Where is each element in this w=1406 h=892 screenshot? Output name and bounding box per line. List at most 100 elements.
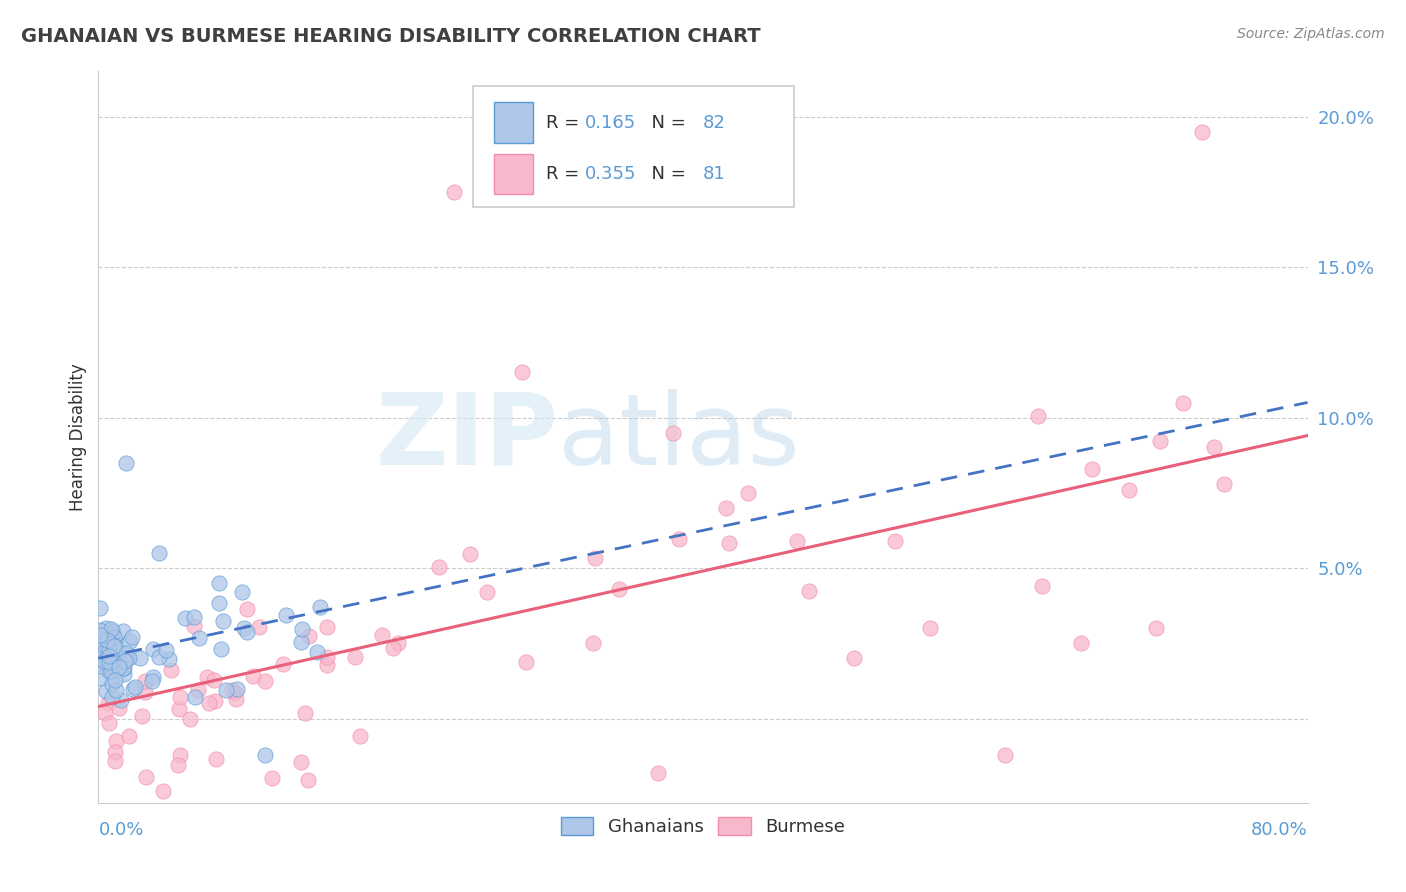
- Point: [714, 501, 737, 516]
- Point: [114, 661, 136, 675]
- Point: [94, 658, 117, 673]
- Point: [1144, 621, 1167, 635]
- Point: [204, 694, 226, 708]
- Point: [233, 621, 256, 635]
- Point: [344, 650, 367, 665]
- Point: [89, 601, 111, 615]
- Point: [253, 674, 276, 689]
- Point: [202, 673, 225, 688]
- Text: 82: 82: [703, 113, 725, 131]
- Point: [93, 647, 115, 661]
- Point: [111, 624, 134, 639]
- Point: [475, 584, 498, 599]
- Point: [89, 623, 111, 637]
- Point: [883, 534, 905, 549]
- Point: [115, 651, 138, 665]
- Point: [104, 632, 127, 646]
- Point: [242, 669, 264, 683]
- Point: [131, 708, 153, 723]
- Point: [121, 682, 143, 697]
- Point: [381, 640, 404, 655]
- Point: [183, 690, 205, 705]
- Point: [90, 635, 112, 649]
- Point: [104, 683, 127, 698]
- Point: [104, 642, 127, 657]
- Point: [101, 657, 124, 671]
- Point: [668, 532, 690, 546]
- Text: 0.355: 0.355: [585, 165, 636, 183]
- Point: [97, 697, 120, 711]
- Point: [291, 622, 314, 636]
- Text: N =: N =: [640, 165, 692, 183]
- Point: [105, 734, 128, 748]
- Point: [1213, 477, 1236, 491]
- Point: [274, 608, 297, 623]
- Point: [89, 652, 111, 666]
- Point: [98, 648, 121, 663]
- Point: [188, 631, 211, 645]
- Point: [298, 629, 321, 643]
- Point: [103, 630, 125, 644]
- Point: [89, 650, 111, 665]
- Point: [235, 602, 257, 616]
- Point: [100, 664, 122, 678]
- Text: 0.0%: 0.0%: [98, 821, 143, 838]
- Point: [717, 536, 740, 550]
- Point: [208, 576, 231, 591]
- Point: [231, 585, 253, 599]
- Point: [371, 628, 394, 642]
- Point: [118, 650, 141, 665]
- Point: [169, 747, 191, 762]
- Point: [97, 715, 120, 730]
- Point: [112, 661, 135, 675]
- Point: [221, 683, 243, 698]
- Point: [661, 425, 683, 440]
- Point: [510, 365, 533, 379]
- Text: R =: R =: [546, 165, 585, 183]
- Point: [387, 636, 409, 650]
- Point: [89, 627, 111, 641]
- Point: [89, 624, 111, 638]
- Point: [290, 635, 312, 649]
- Point: [148, 649, 170, 664]
- Point: [142, 641, 165, 656]
- Text: N =: N =: [640, 113, 692, 131]
- Point: [96, 632, 118, 647]
- Point: [94, 647, 117, 661]
- Legend: Ghanaians, Burmese: Ghanaians, Burmese: [554, 810, 852, 844]
- Point: [112, 666, 135, 681]
- Point: [582, 636, 605, 650]
- Point: [103, 639, 125, 653]
- FancyBboxPatch shape: [494, 153, 533, 194]
- Text: Source: ZipAtlas.com: Source: ZipAtlas.com: [1237, 27, 1385, 41]
- Point: [179, 712, 201, 726]
- Point: [225, 682, 247, 697]
- Point: [224, 685, 246, 699]
- Point: [515, 655, 537, 669]
- Point: [107, 660, 129, 674]
- Point: [197, 696, 219, 710]
- Point: [236, 625, 259, 640]
- Point: [253, 747, 276, 762]
- FancyBboxPatch shape: [494, 103, 533, 143]
- Point: [128, 651, 150, 665]
- Point: [297, 773, 319, 788]
- Point: [96, 656, 118, 670]
- Point: [104, 673, 127, 688]
- Point: [1149, 434, 1171, 449]
- Point: [100, 631, 122, 645]
- Point: [1031, 579, 1053, 593]
- Point: [101, 624, 124, 638]
- Point: [97, 633, 120, 648]
- Point: [110, 693, 132, 707]
- Point: [174, 611, 197, 625]
- Point: [1191, 124, 1213, 138]
- Point: [100, 661, 122, 675]
- Point: [115, 646, 138, 660]
- Point: [103, 638, 125, 652]
- Point: [797, 583, 820, 598]
- Point: [786, 533, 808, 548]
- Text: R =: R =: [546, 113, 585, 131]
- Text: atlas: atlas: [558, 389, 800, 485]
- Point: [108, 646, 131, 660]
